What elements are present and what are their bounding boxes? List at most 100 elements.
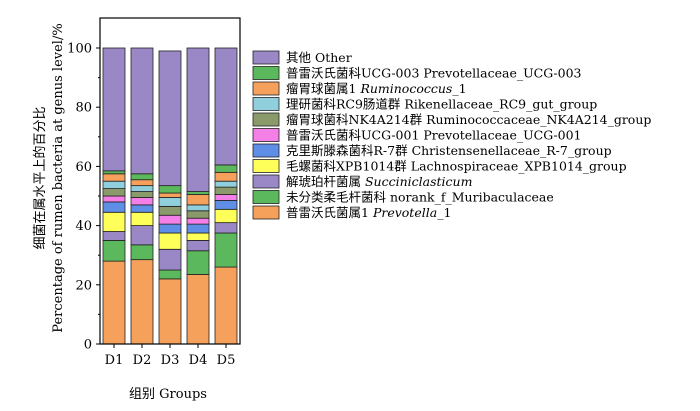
bar-segment-D4-s7 xyxy=(186,204,210,212)
bar-segment-D2-s0 xyxy=(130,259,154,345)
x-axis-title: 组别 Groups xyxy=(129,387,207,402)
y-tick-label-100: 100 xyxy=(67,42,92,57)
bar-segment-D2-s3 xyxy=(130,211,154,226)
legend-label-en-0: Other xyxy=(315,50,352,65)
bar-segment-D5-s8 xyxy=(214,171,238,182)
legend-label-cn-2: 瘤胃球菌属1 xyxy=(286,81,360,96)
legend-swatch-2 xyxy=(252,81,280,96)
bar-segment-D1-s4 xyxy=(102,201,126,213)
y-tick-label-40: 40 xyxy=(75,219,92,234)
bars-layer xyxy=(102,47,238,345)
legend-label-suffix-2: _1 xyxy=(452,81,466,96)
bar-segment-D5-s4 xyxy=(214,200,238,210)
legend-label-cn-1: 普雷沃氏菌科UCG-003 xyxy=(286,66,423,81)
x-tick-label-D1: D1 xyxy=(105,353,124,368)
bar-segment-D1-s3 xyxy=(102,211,126,232)
legend-label-cn-4: 瘤胃球菌科NK4A214群 xyxy=(286,112,426,127)
legend-label-cn-6: 克里斯滕森菌科R-7群 xyxy=(286,143,412,158)
legend-label-suffix-10: _1 xyxy=(437,205,451,220)
bar-segment-D3-s10 xyxy=(158,50,182,187)
legend-swatch-7 xyxy=(252,159,280,173)
bar-segment-D3-s7 xyxy=(158,197,182,207)
x-tick-label-D2: D2 xyxy=(133,353,152,368)
legend-label-cn-3: 理研菌科RC9肠道群 xyxy=(286,97,404,112)
y-tick-label-0: 0 xyxy=(84,338,92,353)
bar-segment-D5-s6 xyxy=(214,186,238,195)
bar-segment-D5-s3 xyxy=(214,208,238,224)
bar-segment-D1-s8 xyxy=(102,173,126,182)
bar-segment-D3-s1 xyxy=(158,269,182,280)
bar-segment-D4-s1 xyxy=(186,250,210,275)
legend-label-cn-0: 其他 xyxy=(286,50,315,65)
bar-segment-D5-s7 xyxy=(214,180,238,188)
legend-label-en-4: Ruminococcaceae_NK4A214_group xyxy=(426,112,651,127)
bar-segment-D1-s9 xyxy=(102,170,126,175)
bar-segment-D1-s0 xyxy=(102,260,126,345)
legend-label-3: 理研菌科RC9肠道群 Rikenellaceae_RC9_gut_group xyxy=(286,97,597,112)
bar-segment-D5-s10 xyxy=(214,47,238,166)
bar-segment-D2-s9 xyxy=(130,173,154,181)
bar-segment-D3-s9 xyxy=(158,185,182,194)
bar-segment-D3-s6 xyxy=(158,205,182,216)
bar-segment-D3-s8 xyxy=(158,192,182,198)
bar-segment-D1-s10 xyxy=(102,47,126,172)
legend-label-cn-8: 解琥珀杆菌属 xyxy=(286,174,365,189)
bar-segment-D5-s2 xyxy=(214,222,238,234)
bar-segment-D4-s8 xyxy=(186,194,210,206)
legend-label-9: 未分类柔毛杆菌科 norank_f_Muribaculaceae xyxy=(286,190,554,205)
legend-label-en-1: Prevotellaceae_UCG-003 xyxy=(423,66,581,81)
bar-segment-D3-s2 xyxy=(158,248,182,271)
legend-swatch-6 xyxy=(252,143,280,158)
legend-label-4: 瘤胃球菌科NK4A214群 Ruminococcaceae_NK4A214_gr… xyxy=(286,112,651,127)
legend-label-6: 克里斯滕森菌科R-7群 Christensenellaceae_R-7_grou… xyxy=(286,143,612,158)
legend-label-cn-10: 普雷沃氏菌属1 xyxy=(286,205,373,220)
x-tick-label-D3: D3 xyxy=(161,353,180,368)
bar-segment-D3-s4 xyxy=(158,223,182,234)
bar-segment-D4-s9 xyxy=(186,191,210,195)
legend-label-en-3: Rikenellaceae_RC9_gut_group xyxy=(404,97,597,112)
bar-segment-D2-s4 xyxy=(130,204,154,213)
legend-swatch-9 xyxy=(252,190,280,204)
legend-label-en-10: Prevotella xyxy=(372,205,437,220)
legend-swatch-1 xyxy=(252,66,280,80)
y-tick-label-20: 20 xyxy=(75,278,92,293)
legend-swatch-8 xyxy=(252,174,280,189)
legend-label-en-6: Christensenellaceae_R-7_group xyxy=(412,143,612,158)
legend-label-2: 瘤胃球菌属1 Ruminococcus_1 xyxy=(286,81,467,96)
legend-swatch-0 xyxy=(252,50,280,65)
legend-label-8: 解琥珀杆菌属 Succiniclasticum xyxy=(286,174,472,189)
bar-segment-D4-s0 xyxy=(186,274,210,345)
bar-segment-D1-s2 xyxy=(102,231,126,241)
bar-segment-D1-s7 xyxy=(102,180,126,189)
legend-swatch-4 xyxy=(252,112,280,127)
bar-segment-D2-s8 xyxy=(130,179,154,187)
legend-label-cn-9: 未分类柔毛杆菌科 xyxy=(286,190,390,205)
bar-segment-D4-s5 xyxy=(186,217,210,225)
bar-segment-D4-s10 xyxy=(186,47,210,192)
bar-segment-D5-s9 xyxy=(214,164,238,173)
y-axis-title-cn: 细菌在属水平上的百分比 xyxy=(32,106,48,249)
bar-segment-D3-s3 xyxy=(158,232,182,250)
legend-label-en-7: Lachnospiraceae_XPB1014_group xyxy=(411,159,627,174)
legend-swatch-10 xyxy=(252,205,280,220)
bar-segment-D1-s5 xyxy=(102,195,126,203)
legend-label-1: 普雷沃氏菌科UCG-003 Prevotellaceae_UCG-003 xyxy=(286,66,582,81)
bar-segment-D5-s1 xyxy=(214,232,238,268)
legend-label-en-5: Prevotellaceae_UCG-001 xyxy=(423,128,581,143)
bar-segment-D3-s0 xyxy=(158,278,182,345)
bar-segment-D3-s5 xyxy=(158,214,182,225)
legend-label-cn-7: 毛螺菌科XPB1014群 xyxy=(286,159,411,174)
plot-frame xyxy=(99,17,241,345)
axes-layer: D1 D2 D3 D4 D5 0 20 40 60 80 100 xyxy=(67,17,241,368)
bar-segment-D4-s4 xyxy=(186,223,210,234)
bar-segment-D2-s1 xyxy=(130,244,154,261)
bar-segment-D5-s5 xyxy=(214,194,238,201)
y-axis-title-en: Percentage of rumen bacteria at genus le… xyxy=(51,23,66,332)
bar-segment-D4-s3 xyxy=(186,232,210,241)
bar-segment-D2-s10 xyxy=(130,47,154,175)
legend-label-en-9: norank_f_Muribaculaceae xyxy=(390,190,554,205)
bar-segment-D1-s6 xyxy=(102,188,126,197)
bar-segment-D1-s1 xyxy=(102,239,126,262)
y-tick-label-60: 60 xyxy=(75,160,92,175)
